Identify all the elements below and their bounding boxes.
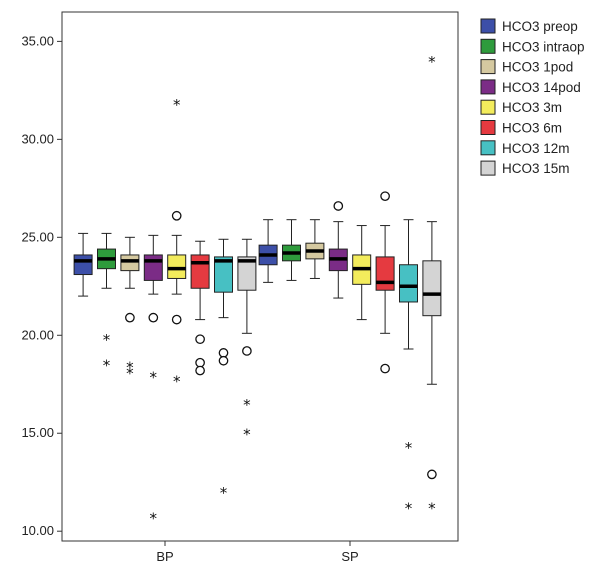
box-iqr: [167, 254, 187, 279]
extreme-point: *: [150, 510, 158, 528]
outlier-point: [195, 334, 205, 345]
legend-swatch: [480, 59, 496, 75]
legend-swatch: [480, 160, 496, 176]
extreme-point: *: [243, 396, 251, 414]
extreme-point: *: [220, 484, 228, 502]
box-iqr: [422, 260, 442, 317]
outlier-point: [427, 469, 437, 480]
legend-swatch: [480, 18, 496, 34]
extreme-point: *: [103, 331, 111, 349]
extreme-point: *: [150, 368, 158, 386]
box-hco3-12m-bp: *: [214, 238, 233, 502]
box-hco3-3m-sp: [352, 225, 372, 321]
legend-swatch: [480, 120, 496, 135]
box-hco3-6m-sp: [375, 191, 395, 374]
legend-label: HCO3 15m: [502, 161, 570, 176]
extreme-point: *: [173, 372, 181, 390]
x-axis: BP SP: [156, 541, 359, 564]
legend: HCO3 preop HCO3 intraop HCO3 1pod HCO3 14po…: [480, 18, 585, 176]
outlier-point: [380, 363, 390, 374]
extreme-point: *: [405, 500, 413, 518]
box-iqr: [375, 256, 395, 291]
legend-label: HCO3 14pod: [502, 80, 581, 95]
y-axis: 10.00 15.00 20.00 25.00 30.00 35.00: [21, 33, 62, 538]
box-iqr: [120, 254, 140, 272]
y-tick-label: 20.00: [21, 327, 54, 342]
box-hco3-1pod-bp: **: [120, 236, 140, 383]
extreme-point: *: [405, 439, 413, 457]
extreme-point: *: [126, 365, 134, 383]
box-iqr: [399, 264, 418, 303]
box-hco3-1pod-sp: [305, 219, 325, 279]
outlier-point: [171, 210, 182, 221]
outlier-point: [218, 348, 229, 358]
legend-label: HCO3 12m: [502, 141, 570, 156]
outlier-point: [125, 312, 135, 323]
x-tick-label: SP: [341, 549, 358, 564]
y-tick-label: 35.00: [21, 33, 54, 48]
box-hco3-3m-bp: **: [167, 96, 187, 390]
extreme-point: *: [428, 500, 436, 518]
box-hco3-intraop-bp: **: [97, 232, 116, 375]
outlier-point: [195, 365, 205, 376]
box-iqr: [237, 256, 257, 291]
box-iqr: [73, 254, 93, 276]
outlier-point: [195, 357, 205, 368]
box-hco3-15m-sp: **: [422, 53, 442, 518]
legend-label: HCO3 6m: [502, 121, 562, 136]
box-hco3-14pod-bp: **: [143, 234, 163, 528]
extreme-point: *: [173, 96, 181, 114]
legend-label: HCO3 1pod: [502, 60, 573, 75]
y-tick-label: 10.00: [21, 523, 54, 538]
box-hco3-12m-sp: **: [399, 219, 418, 518]
box-hco3-intraop-sp: [282, 219, 301, 281]
box-iqr: [143, 254, 163, 281]
outlier-point: [171, 314, 182, 325]
box-hco3-preop-sp: [258, 219, 278, 283]
y-tick-label: 25.00: [21, 229, 54, 244]
box-hco3-14pod-sp: [328, 201, 348, 299]
y-tick-label: 30.00: [21, 131, 54, 146]
box-hco3-preop-bp: [73, 232, 93, 297]
box-iqr: [214, 256, 233, 293]
legend-label: HCO3 intraop: [502, 39, 585, 54]
outlier-point: [218, 355, 229, 366]
legend-label: HCO3 3m: [502, 100, 562, 115]
plot-area: ** ** ***********: [73, 53, 442, 528]
extreme-point: *: [103, 357, 111, 375]
plot-frame: [61, 11, 459, 542]
legend-swatch: [480, 99, 496, 115]
y-tick-label: 15.00: [21, 425, 54, 440]
extreme-point: *: [428, 53, 436, 71]
extreme-point: *: [126, 359, 134, 377]
outlier-point: [333, 201, 344, 211]
outlier-point: [148, 312, 159, 323]
extreme-point: *: [243, 425, 251, 443]
box-hco3-15m-bp: **: [237, 238, 257, 443]
x-tick-label: BP: [156, 549, 173, 564]
legend-label: HCO3 preop: [502, 19, 578, 34]
legend-swatch: [480, 38, 496, 54]
legend-swatch: [480, 140, 496, 156]
outlier-point: [380, 191, 390, 202]
legend-swatch: [480, 79, 496, 95]
outlier-point: [242, 346, 252, 356]
box-iqr: [190, 254, 210, 289]
box-hco3-6m-bp: [190, 240, 210, 376]
